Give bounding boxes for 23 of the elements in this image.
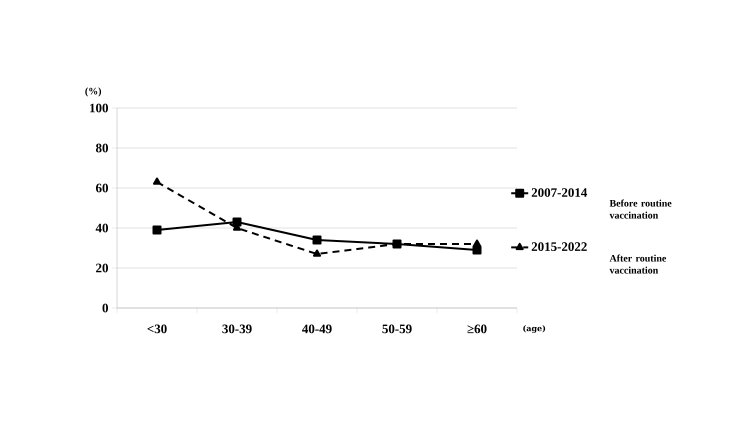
x-tick-label: 40-49 [302, 324, 332, 334]
y-tick-label: 80 [96, 144, 108, 152]
point [152, 226, 162, 234]
y-tick-label: 60 [96, 184, 108, 192]
text: After routine vaccination [610, 254, 666, 274]
y-axis-title: (%) [85, 87, 102, 96]
x-tick-label: ≥60 [468, 324, 487, 334]
point [472, 240, 482, 247]
point [312, 236, 322, 244]
point [152, 177, 162, 185]
y-tick-label: 0 [102, 304, 108, 312]
legend-label: 2015-2022 [532, 242, 587, 252]
point [472, 246, 482, 254]
point [312, 250, 322, 257]
x-tick-label: 50-59 [382, 324, 412, 334]
legend-label: 2007-2014 [532, 188, 588, 197]
x-tick-label: 30-39 [222, 324, 252, 334]
y-tick-label: 40 [96, 224, 108, 232]
x-tick-label: <30 [147, 324, 167, 334]
y-tick-label: 100 [90, 104, 108, 112]
y-tick-label: 20 [96, 264, 108, 272]
point [232, 218, 242, 226]
text: Before routine vaccination [610, 200, 672, 219]
